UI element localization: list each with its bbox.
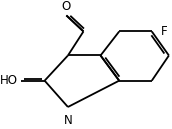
Text: O: O [62,0,71,13]
Text: HO: HO [0,74,18,87]
Text: N: N [63,114,72,127]
Text: F: F [161,25,168,38]
